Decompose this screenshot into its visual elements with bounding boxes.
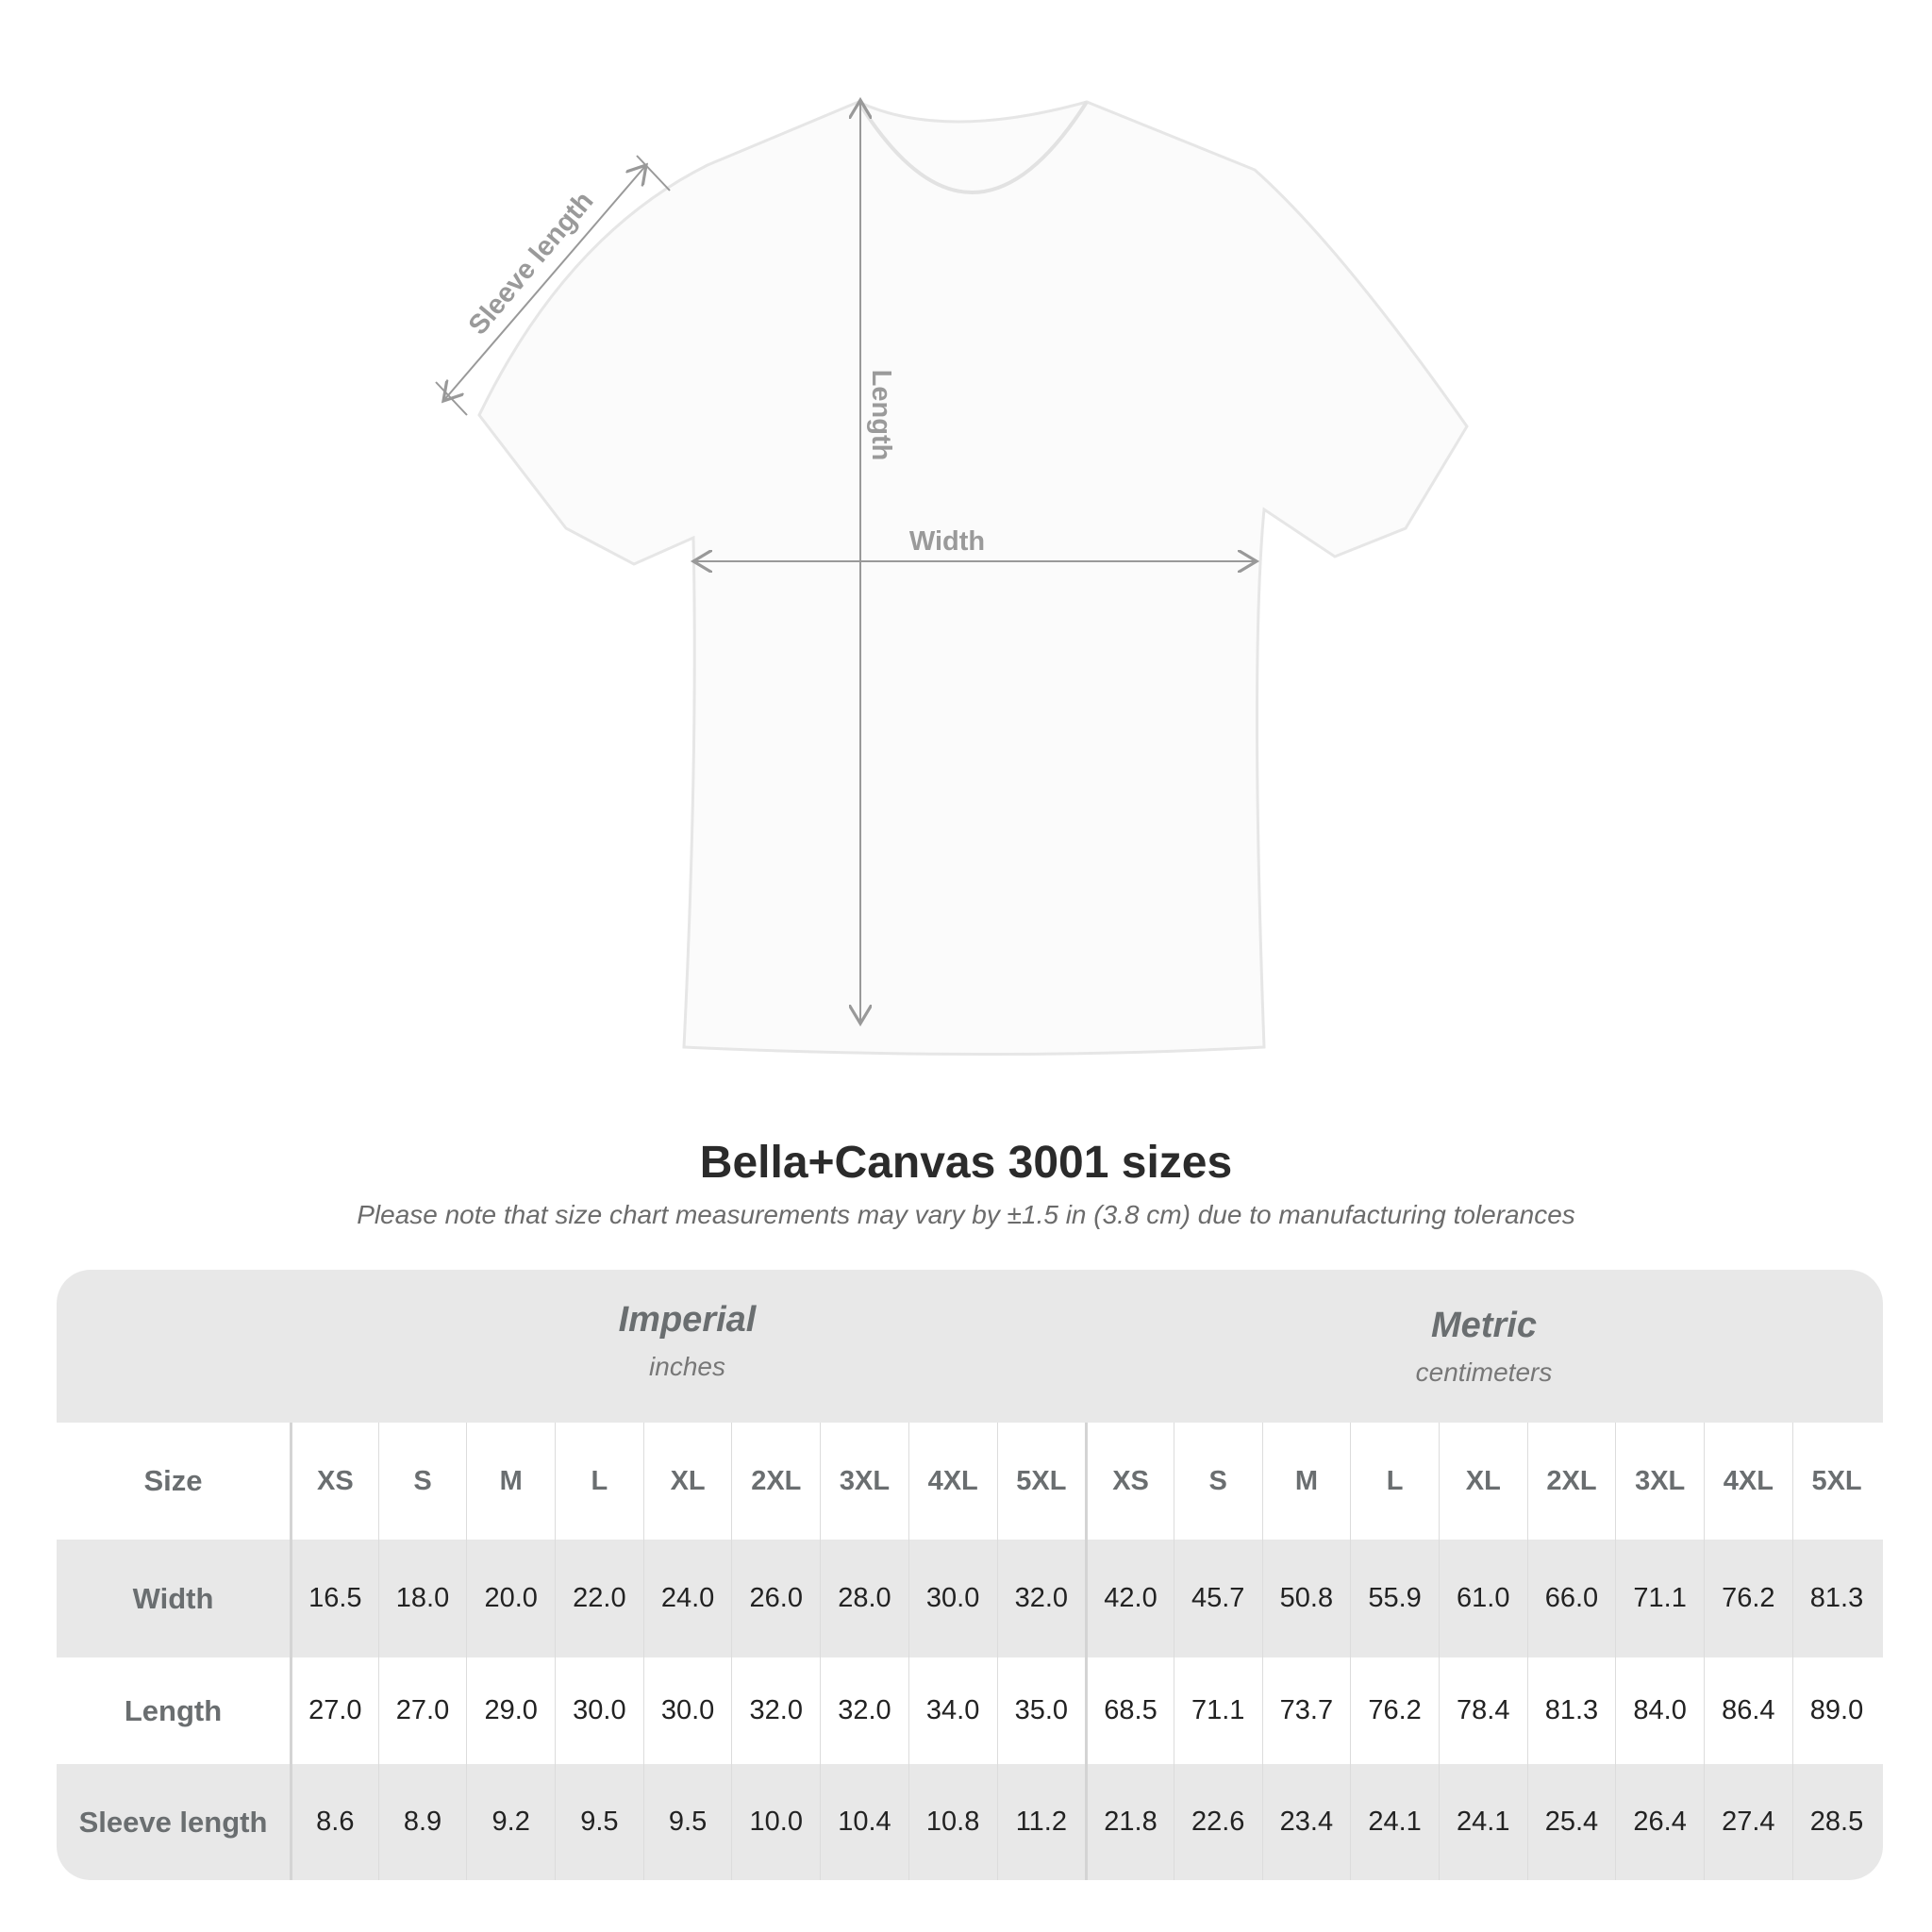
table-row: Length 27.0 27.0 29.0 30.0 30.0 32.0 32.0 34.0 35… bbox=[57, 1657, 1883, 1764]
imperial-value-cell: 27.0 bbox=[290, 1657, 378, 1764]
imperial-value-cell: 16.5 bbox=[290, 1540, 378, 1657]
size-header-cell: 4XL bbox=[908, 1423, 997, 1540]
tolerance-note: Please note that size chart measurements… bbox=[357, 1200, 1575, 1229]
imperial-unit: inches bbox=[649, 1352, 725, 1381]
size-table: Imperial inches Metric centimeters Size X… bbox=[57, 1270, 1883, 1880]
metric-value-cell: 61.0 bbox=[1438, 1540, 1527, 1657]
width-label: Width bbox=[909, 526, 985, 557]
metric-value-cell: 76.2 bbox=[1350, 1657, 1439, 1764]
imperial-value-cell: 24.0 bbox=[642, 1540, 732, 1657]
metric-value-cell: 81.3 bbox=[1791, 1540, 1881, 1657]
size-header-cell: L bbox=[555, 1423, 643, 1540]
metric-value-cell: 55.9 bbox=[1350, 1540, 1439, 1657]
imperial-value-cell: 8.6 bbox=[290, 1764, 378, 1880]
imperial-value-cell: 30.0 bbox=[642, 1657, 732, 1764]
imperial-value-cell: 30.0 bbox=[908, 1540, 997, 1657]
imperial-value-cell: 9.2 bbox=[466, 1764, 555, 1880]
metric-value-cell: 28.5 bbox=[1791, 1764, 1881, 1880]
metric-value-cell: 24.1 bbox=[1438, 1764, 1527, 1880]
imperial-value-cell: 10.8 bbox=[908, 1764, 997, 1880]
row-label: Size bbox=[143, 1464, 203, 1497]
metric-value-cell: 73.7 bbox=[1261, 1657, 1351, 1764]
size-header-cell: M bbox=[1261, 1423, 1351, 1540]
imperial-value-cell: 8.9 bbox=[377, 1764, 467, 1880]
metric-label: Metric bbox=[1431, 1306, 1537, 1345]
imperial-value-cell: 32.0 bbox=[731, 1657, 820, 1764]
metric-value-cell: 50.8 bbox=[1261, 1540, 1351, 1657]
size-header-cell: XL bbox=[1438, 1423, 1527, 1540]
size-header-cell: XS bbox=[1085, 1423, 1174, 1540]
size-header-row: Size XS S M L XL 2XL 3XL 4XL 5XL XS S M L XL 2XL 3XL 4XL 5… bbox=[57, 1423, 1883, 1540]
metric-value-cell: 84.0 bbox=[1615, 1657, 1704, 1764]
imperial-value-cell: 22.0 bbox=[555, 1540, 643, 1657]
length-label: Length bbox=[866, 370, 896, 461]
size-header-cell: 3XL bbox=[1615, 1423, 1704, 1540]
metric-value-cell: 23.4 bbox=[1261, 1764, 1351, 1880]
imperial-value-cell: 29.0 bbox=[466, 1657, 555, 1764]
metric-value-cell: 68.5 bbox=[1085, 1657, 1174, 1764]
metric-value-cell: 21.8 bbox=[1085, 1764, 1174, 1880]
sleeve-arrow bbox=[443, 165, 646, 401]
size-header-cell: M bbox=[466, 1423, 555, 1540]
table-row: Sleeve length 8.6 8.9 9.2 9.5 9.5 10.0 10.4 10.8… bbox=[57, 1764, 1883, 1880]
row-label: Width bbox=[132, 1581, 214, 1615]
size-header-cell: 2XL bbox=[731, 1423, 820, 1540]
metric-value-cell: 78.4 bbox=[1438, 1657, 1527, 1764]
size-header-cell: 5XL bbox=[996, 1423, 1086, 1540]
metric-value-cell: 45.7 bbox=[1173, 1540, 1262, 1657]
tshirt-shape bbox=[477, 100, 1469, 1056]
metric-value-cell: 27.4 bbox=[1704, 1764, 1792, 1880]
table-row: Width 16.5 18.0 20.0 22.0 24.0 26.0 28.0 30.0 32.… bbox=[57, 1540, 1883, 1657]
metric-value-cell: 71.1 bbox=[1615, 1540, 1704, 1657]
metric-value-cell: 66.0 bbox=[1526, 1540, 1616, 1657]
size-header-cell: L bbox=[1350, 1423, 1439, 1540]
size-header-cell: 3XL bbox=[820, 1423, 908, 1540]
metric-value-cell: 22.6 bbox=[1173, 1764, 1262, 1880]
imperial-value-cell: 27.0 bbox=[377, 1657, 467, 1764]
size-header-cell: XL bbox=[642, 1423, 732, 1540]
row-label: Length bbox=[124, 1693, 223, 1727]
imperial-value-cell: 18.0 bbox=[377, 1540, 467, 1657]
metric-value-cell: 76.2 bbox=[1704, 1540, 1792, 1657]
size-header-cell: XS bbox=[290, 1423, 378, 1540]
imperial-value-cell: 28.0 bbox=[820, 1540, 908, 1657]
size-header-cell: S bbox=[377, 1423, 467, 1540]
imperial-value-cell: 9.5 bbox=[642, 1764, 732, 1880]
imperial-value-cell: 26.0 bbox=[731, 1540, 820, 1657]
metric-value-cell: 24.1 bbox=[1350, 1764, 1439, 1880]
size-header-cell: 4XL bbox=[1704, 1423, 1792, 1540]
imperial-value-cell: 9.5 bbox=[555, 1764, 643, 1880]
metric-value-cell: 25.4 bbox=[1526, 1764, 1616, 1880]
size-header-cell: S bbox=[1173, 1423, 1262, 1540]
size-header-cell: 2XL bbox=[1526, 1423, 1616, 1540]
imperial-value-cell: 10.0 bbox=[731, 1764, 820, 1880]
row-label: Sleeve length bbox=[78, 1805, 268, 1839]
metric-value-cell: 26.4 bbox=[1615, 1764, 1704, 1880]
imperial-value-cell: 20.0 bbox=[466, 1540, 555, 1657]
metric-value-cell: 42.0 bbox=[1085, 1540, 1174, 1657]
imperial-value-cell: 10.4 bbox=[820, 1764, 908, 1880]
metric-value-cell: 71.1 bbox=[1173, 1657, 1262, 1764]
metric-value-cell: 86.4 bbox=[1704, 1657, 1792, 1764]
tshirt-diagram: Sleeve length Length Width bbox=[435, 0, 1469, 1056]
metric-value-cell: 89.0 bbox=[1791, 1657, 1881, 1764]
imperial-value-cell: 32.0 bbox=[820, 1657, 908, 1764]
metric-unit: centimeters bbox=[1415, 1357, 1553, 1387]
imperial-header: Imperial inches bbox=[290, 1300, 1085, 1453]
imperial-value-cell: 11.2 bbox=[996, 1764, 1086, 1880]
size-header-cell: 5XL bbox=[1791, 1423, 1881, 1540]
imperial-value-cell: 34.0 bbox=[908, 1657, 997, 1764]
metric-value-cell: 81.3 bbox=[1526, 1657, 1616, 1764]
metric-header: Metric centimeters bbox=[1085, 1306, 1883, 1458]
page-title: Bella+Canvas 3001 sizes bbox=[699, 1138, 1233, 1188]
imperial-value-cell: 35.0 bbox=[996, 1657, 1086, 1764]
imperial-label: Imperial bbox=[618, 1300, 757, 1340]
imperial-value-cell: 30.0 bbox=[555, 1657, 643, 1764]
imperial-value-cell: 32.0 bbox=[996, 1540, 1086, 1657]
